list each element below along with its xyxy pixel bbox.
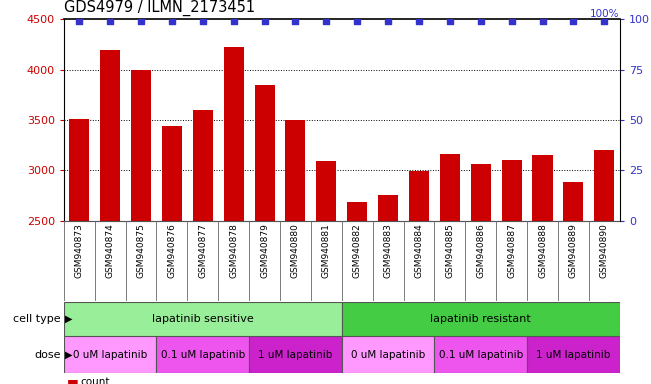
Point bbox=[136, 18, 146, 25]
Point bbox=[321, 18, 331, 25]
Text: 1 uM lapatinib: 1 uM lapatinib bbox=[258, 349, 333, 360]
Point bbox=[105, 18, 115, 25]
Bar bbox=[527, 336, 620, 373]
Text: GSM940889: GSM940889 bbox=[569, 223, 578, 278]
Bar bbox=[224, 47, 243, 221]
Point bbox=[74, 18, 85, 25]
Bar bbox=[64, 336, 156, 373]
Bar bbox=[285, 120, 305, 221]
Text: count: count bbox=[80, 377, 109, 384]
Point bbox=[229, 18, 239, 25]
Point bbox=[568, 18, 579, 25]
Text: lapatinib sensitive: lapatinib sensitive bbox=[152, 314, 254, 324]
Text: 0 uM lapatinib: 0 uM lapatinib bbox=[351, 349, 425, 360]
Text: lapatinib resistant: lapatinib resistant bbox=[430, 314, 531, 324]
Point bbox=[352, 18, 363, 25]
Bar bbox=[342, 302, 620, 336]
Bar bbox=[193, 111, 213, 221]
Text: GSM940888: GSM940888 bbox=[538, 223, 547, 278]
Bar bbox=[316, 161, 337, 221]
Text: GSM940878: GSM940878 bbox=[229, 223, 238, 278]
Text: GDS4979 / ILMN_2173451: GDS4979 / ILMN_2173451 bbox=[64, 0, 255, 17]
Text: 100%: 100% bbox=[590, 9, 620, 19]
Bar bbox=[255, 85, 275, 221]
Bar bbox=[502, 160, 521, 221]
Bar bbox=[100, 50, 120, 221]
Point bbox=[537, 18, 547, 25]
Text: GSM940879: GSM940879 bbox=[260, 223, 269, 278]
Bar bbox=[434, 336, 527, 373]
Point bbox=[475, 18, 486, 25]
Bar bbox=[156, 336, 249, 373]
Bar bbox=[533, 155, 553, 221]
Text: GSM940890: GSM940890 bbox=[600, 223, 609, 278]
Point bbox=[599, 18, 609, 25]
Text: ▶: ▶ bbox=[65, 349, 73, 360]
Bar bbox=[440, 154, 460, 221]
Text: GSM940884: GSM940884 bbox=[415, 223, 424, 278]
Text: GSM940886: GSM940886 bbox=[477, 223, 485, 278]
Point bbox=[198, 18, 208, 25]
Bar bbox=[347, 202, 367, 221]
Text: dose: dose bbox=[34, 349, 61, 360]
Text: ▶: ▶ bbox=[65, 314, 73, 324]
Point bbox=[383, 18, 393, 25]
Text: GSM940876: GSM940876 bbox=[167, 223, 176, 278]
Point bbox=[445, 18, 455, 25]
Text: GSM940885: GSM940885 bbox=[445, 223, 454, 278]
Point bbox=[259, 18, 270, 25]
Text: GSM940875: GSM940875 bbox=[137, 223, 146, 278]
Text: GSM940873: GSM940873 bbox=[75, 223, 84, 278]
Bar bbox=[64, 302, 342, 336]
Text: GSM940883: GSM940883 bbox=[383, 223, 393, 278]
Text: 0.1 uM lapatinib: 0.1 uM lapatinib bbox=[161, 349, 245, 360]
Text: ■: ■ bbox=[67, 377, 79, 384]
Point bbox=[414, 18, 424, 25]
Text: GSM940882: GSM940882 bbox=[353, 223, 362, 278]
Text: GSM940887: GSM940887 bbox=[507, 223, 516, 278]
Text: 1 uM lapatinib: 1 uM lapatinib bbox=[536, 349, 611, 360]
Point bbox=[167, 18, 177, 25]
Bar bbox=[409, 171, 429, 221]
Bar bbox=[162, 126, 182, 221]
Bar bbox=[69, 119, 89, 221]
Text: GSM940880: GSM940880 bbox=[291, 223, 300, 278]
Bar bbox=[131, 70, 151, 221]
Point bbox=[506, 18, 517, 25]
Text: GSM940881: GSM940881 bbox=[322, 223, 331, 278]
Bar bbox=[249, 336, 342, 373]
Bar bbox=[378, 195, 398, 221]
Text: 0.1 uM lapatinib: 0.1 uM lapatinib bbox=[439, 349, 523, 360]
Bar bbox=[342, 336, 434, 373]
Text: cell type: cell type bbox=[13, 314, 61, 324]
Bar bbox=[594, 150, 615, 221]
Text: GSM940874: GSM940874 bbox=[105, 223, 115, 278]
Bar bbox=[563, 182, 583, 221]
Point bbox=[290, 18, 301, 25]
Text: 0 uM lapatinib: 0 uM lapatinib bbox=[73, 349, 147, 360]
Bar bbox=[471, 164, 491, 221]
Text: GSM940877: GSM940877 bbox=[199, 223, 207, 278]
